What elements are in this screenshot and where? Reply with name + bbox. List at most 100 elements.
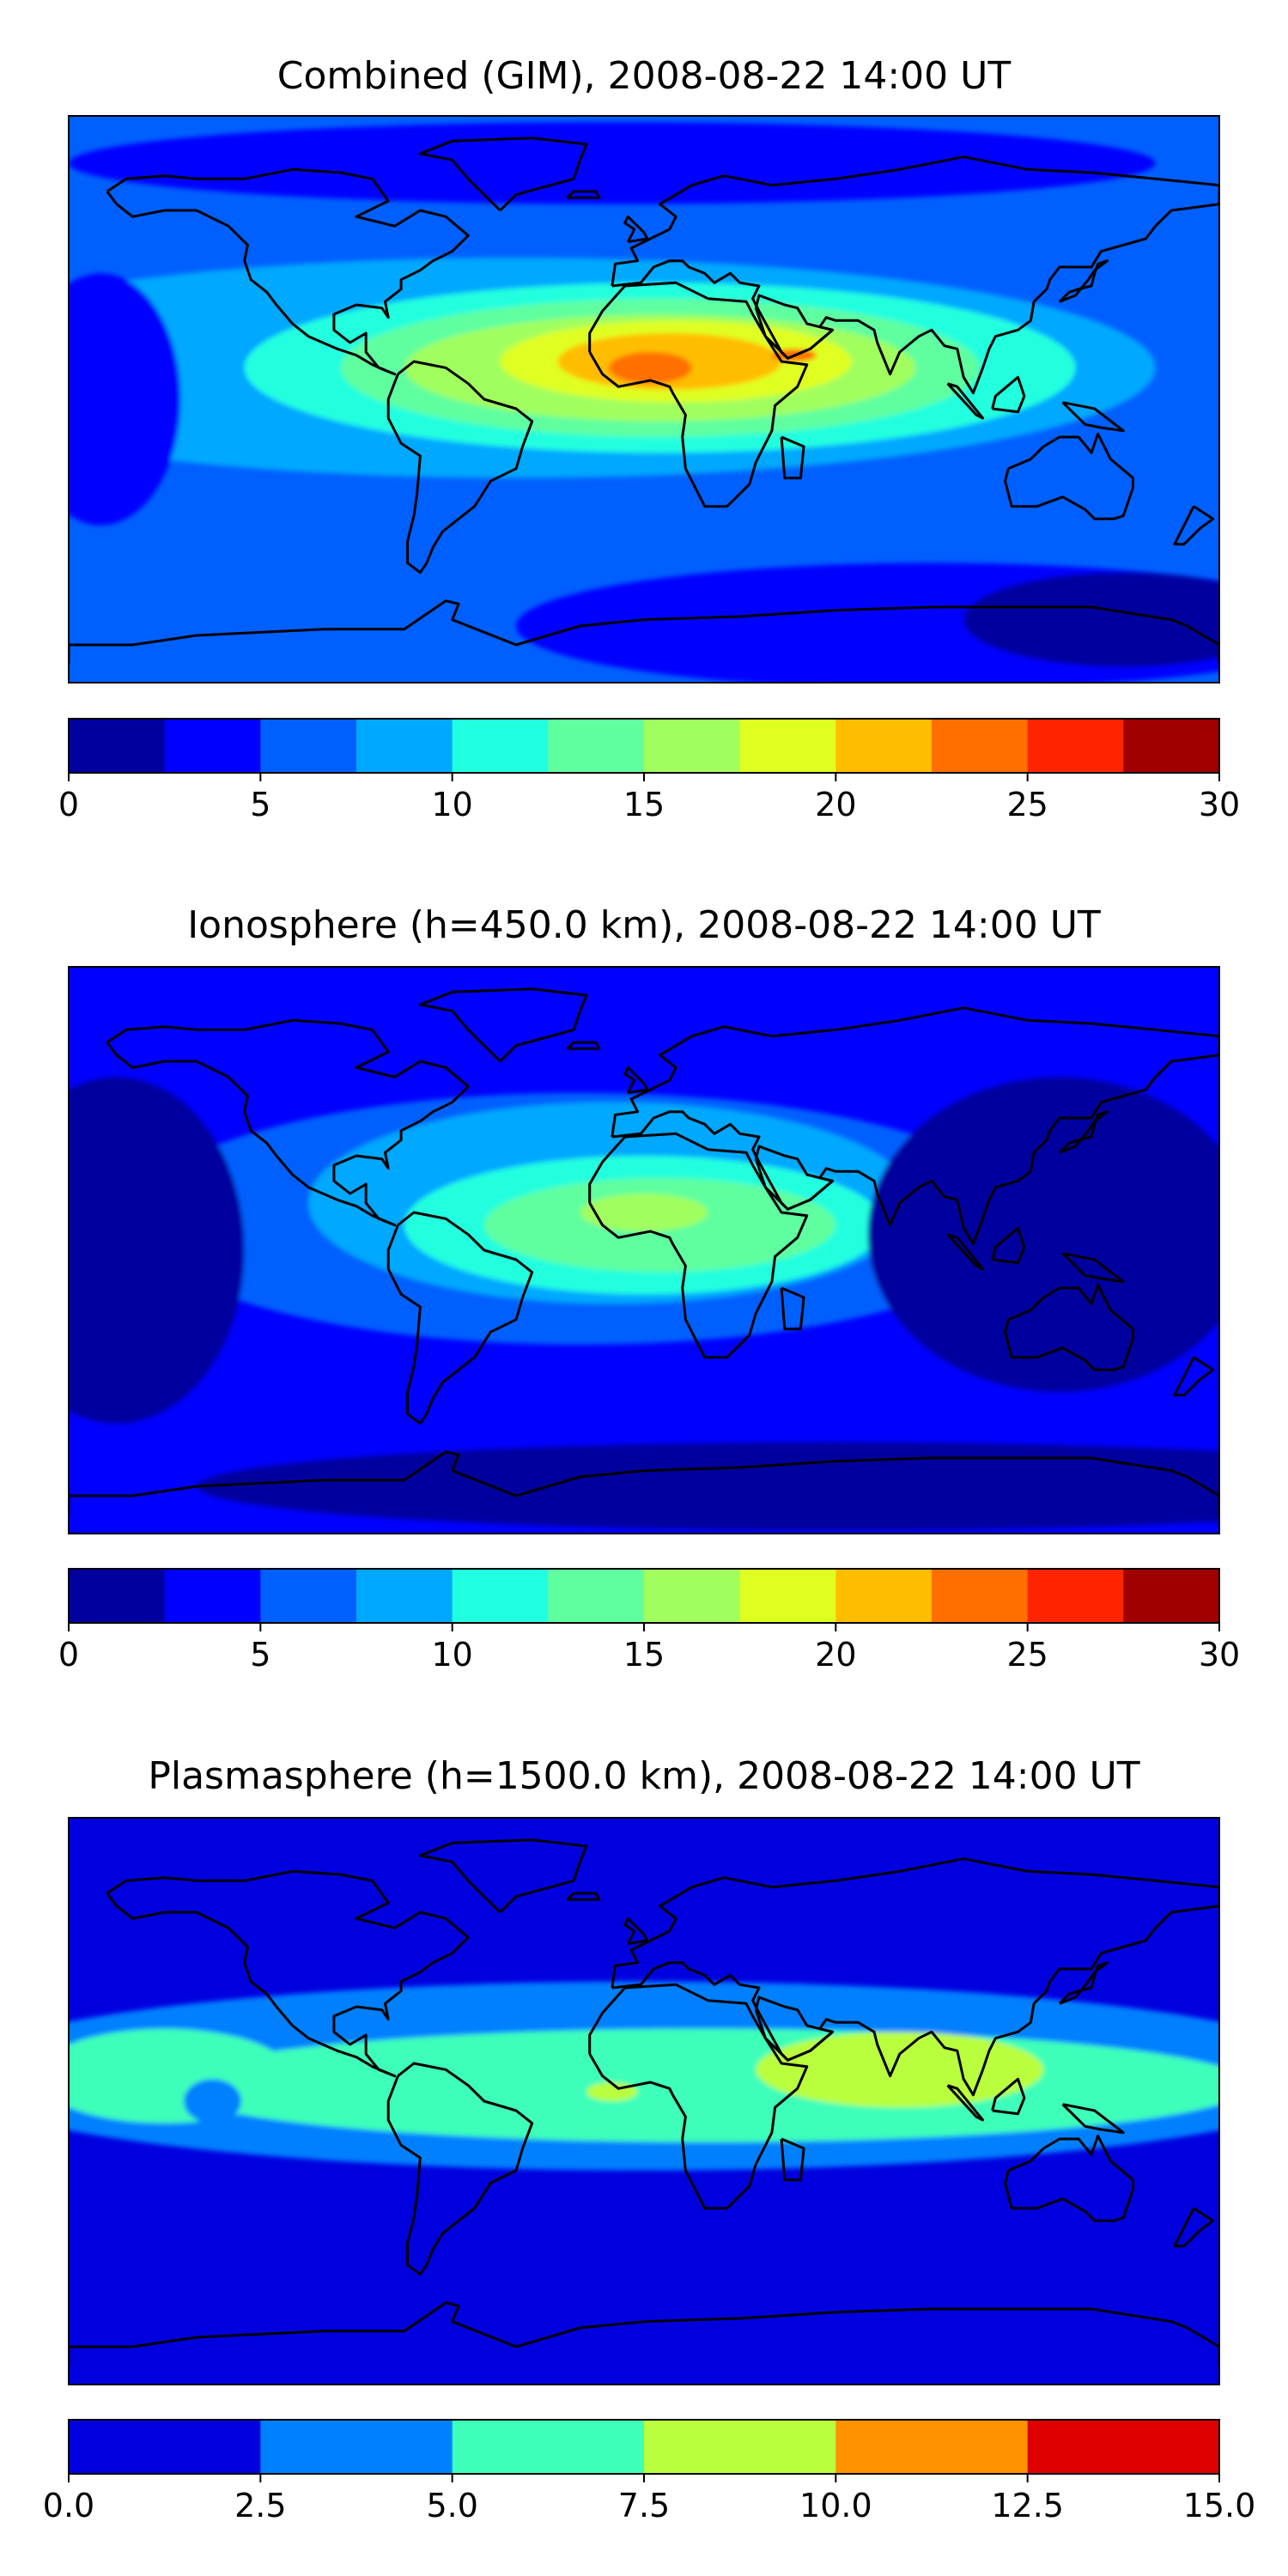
colorbar-tick-label: 5 [250, 786, 270, 823]
colorbar-segment [739, 1569, 836, 1623]
colorbar-tick-label: 5 [250, 1636, 270, 1674]
contour-region-asia-low [867, 1077, 1219, 1392]
colorbar-tick-label: 20 [815, 786, 856, 823]
colorbar-segment [69, 719, 166, 773]
panel-title: Combined (GIM), 2008-08-22 14:00 UT [277, 54, 1012, 98]
coastline-australia [1004, 2134, 1134, 2222]
coastlines [69, 987, 1219, 1515]
colorbar-segment [932, 719, 1029, 773]
colorbar-tick-label: 30 [1199, 1636, 1240, 1674]
panel-plasmasphere: Plasmasphere (h=1500.0 km), 2008-08-22 1… [43, 1754, 1256, 2524]
colorbar-segment [164, 1569, 261, 1623]
coastline-new-guinea [1061, 401, 1125, 433]
colorbar-tick-label: 20 [815, 1636, 856, 1674]
coastline-south-america [386, 1211, 534, 1425]
panel-ionosphere: Ionosphere (h=450.0 km), 2008-08-22 14:0… [58, 903, 1240, 1674]
coastline-south-america [386, 360, 534, 574]
coastline-borneo [991, 375, 1026, 414]
contour-field [69, 116, 1219, 683]
coastline-greenland [418, 1838, 588, 1914]
colorbar-tick-label: 0 [58, 786, 79, 823]
coastline-japan [1058, 259, 1109, 303]
colorbar-tick-label: 15.0 [1183, 2487, 1256, 2524]
coastline-borneo [991, 1226, 1026, 1265]
colorbar-tick-label: 10.0 [799, 2487, 872, 2524]
map-frame [68, 115, 1220, 683]
colorbar-segment [452, 1569, 549, 1623]
coastline-madagascar [780, 1286, 805, 1331]
coastline-europe-asia [611, 1857, 1219, 2097]
coastline-borneo [991, 2077, 1026, 2116]
colorbar-segment [69, 2420, 261, 2474]
coastline-uk [623, 215, 649, 244]
colorbar-tick-label: 0 [58, 1636, 79, 1674]
coastline-arabia [754, 294, 835, 360]
coastline-europe-asia [611, 155, 1219, 395]
coastline-africa [588, 1132, 809, 1359]
map-frame [68, 1817, 1220, 2385]
colorbar-segment [260, 2420, 453, 2474]
coastline-japan [1058, 1961, 1109, 2005]
panel-title: Plasmasphere (h=1500.0 km), 2008-08-22 1… [148, 1754, 1139, 1798]
colorbar-tick-label: 15 [623, 786, 665, 823]
coastline-sumatra [946, 2084, 985, 2122]
colorbar-segment [932, 1569, 1029, 1623]
colorbar-segment [260, 719, 357, 773]
colorbar-tick-label: 25 [1006, 1636, 1048, 1674]
colorbar-segment [1027, 2420, 1220, 2474]
coastline-north-america [106, 1018, 470, 1227]
colorbar: 0 5 10 15 20 25 30 [58, 718, 1240, 823]
coastline-south-america [386, 2062, 534, 2276]
colorbar-segment [356, 1569, 453, 1623]
colorbar-segment [548, 719, 645, 773]
coastline-new-guinea [1061, 2103, 1125, 2135]
colorbar-segment [164, 719, 261, 773]
coastline-new-zealand [1173, 1356, 1215, 1397]
colorbar-tick-label: 10 [431, 786, 472, 823]
colorbar-tick-label: 10 [431, 1636, 472, 1674]
coastline-iceland [566, 1041, 601, 1050]
coastline-iceland [566, 190, 601, 199]
coastline-new-zealand [1173, 505, 1215, 546]
coastline-madagascar [780, 2137, 805, 2182]
contour-region-west-core [69, 2028, 293, 2123]
coastline-antarctica [69, 599, 1219, 664]
colorbar-segment [1123, 719, 1220, 773]
colorbar-segment [69, 1569, 166, 1623]
colorbar-segment [260, 1569, 357, 1623]
colorbar-segment [1027, 1569, 1124, 1623]
colorbar-tick-label: 5.0 [426, 2487, 477, 2524]
coastline-new-zealand [1173, 2207, 1215, 2248]
colorbar-segment [356, 719, 453, 773]
colorbar-segment [644, 1569, 741, 1623]
colorbar-segment [644, 2420, 836, 2474]
coastline-arabia [754, 1996, 835, 2062]
colorbar-segment [739, 719, 836, 773]
colorbar-tick-label: 7.5 [618, 2487, 670, 2524]
coastline-iceland [566, 1892, 601, 1901]
colorbar-segment [452, 719, 549, 773]
panel-combined: Combined (GIM), 2008-08-22 14:00 UT 0 5 10… [58, 54, 1240, 823]
contour-region-north-low [69, 122, 1156, 204]
coastline-europe-asia [611, 1006, 1219, 1246]
map-frame [68, 966, 1220, 1534]
contour-region-indian-ocean-high [756, 2032, 1044, 2108]
colorbar-segment [644, 719, 741, 773]
coastline-greenland [418, 987, 588, 1063]
colorbar: 0.0 2.5 5.0 7.5 10.0 12.5 15.0 [43, 2419, 1256, 2524]
colorbar-tick-label: 15 [623, 1636, 665, 1674]
colorbar-segment [452, 2420, 645, 2474]
coastline-antarctica [69, 2301, 1219, 2366]
map-area [68, 115, 1220, 683]
map-area [68, 1817, 1220, 2385]
coastlines [69, 137, 1219, 664]
coastline-arabia [754, 1145, 835, 1211]
contour-region-pacific-low [69, 1077, 245, 1424]
coastline-uk [623, 1066, 649, 1095]
colorbar-segment [835, 2420, 1029, 2474]
coastline-australia [1004, 432, 1134, 520]
colorbar-segment [1027, 719, 1124, 773]
map-area [68, 966, 1220, 1534]
colorbar-segment [835, 719, 933, 773]
